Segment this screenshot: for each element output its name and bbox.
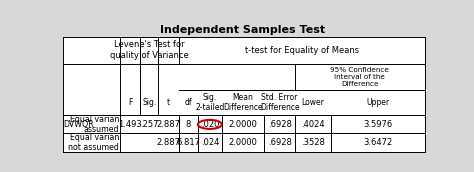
Text: Equal varian
not assumed: Equal varian not assumed [68,133,119,152]
Text: 2.887: 2.887 [156,138,181,147]
Bar [63,36,425,152]
Text: Sig.: Sig. [142,98,156,107]
Text: 2.0000: 2.0000 [228,120,257,129]
Text: Equal varian
assumed: Equal varian assumed [70,115,119,134]
Text: .4024: .4024 [301,120,325,129]
Text: t: t [167,98,170,107]
Text: 2.887: 2.887 [156,120,181,129]
Text: t-test for Equality of Means: t-test for Equality of Means [245,46,359,55]
Text: Lower: Lower [301,98,325,107]
Text: df: df [184,98,192,107]
Text: .024: .024 [201,138,219,147]
Text: 8: 8 [186,120,191,129]
Text: 3.6472: 3.6472 [363,138,392,147]
Text: F: F [128,98,132,107]
Text: .257: .257 [140,120,158,129]
Text: Upper: Upper [366,98,390,107]
Text: 2.0000: 2.0000 [228,138,257,147]
Text: .020: .020 [201,120,219,129]
Text: Std. Error
Difference: Std. Error Difference [260,93,300,112]
Text: 6.817: 6.817 [176,138,201,147]
Text: 1.493: 1.493 [118,120,142,129]
Text: .6928: .6928 [268,138,292,147]
Text: Sig.
2-tailed: Sig. 2-tailed [195,93,225,112]
Text: 95% Confidence
Interval of the
Difference: 95% Confidence Interval of the Differenc… [330,67,389,87]
Text: DVWOR: DVWOR [64,120,94,129]
Text: Mean
Difference: Mean Difference [223,93,263,112]
Text: Levene's Test for
quality of Variance: Levene's Test for quality of Variance [110,40,189,60]
Text: .3528: .3528 [301,138,325,147]
Text: .6928: .6928 [268,120,292,129]
Text: Independent Samples Test: Independent Samples Test [160,25,326,35]
Text: 3.5976: 3.5976 [363,120,392,129]
